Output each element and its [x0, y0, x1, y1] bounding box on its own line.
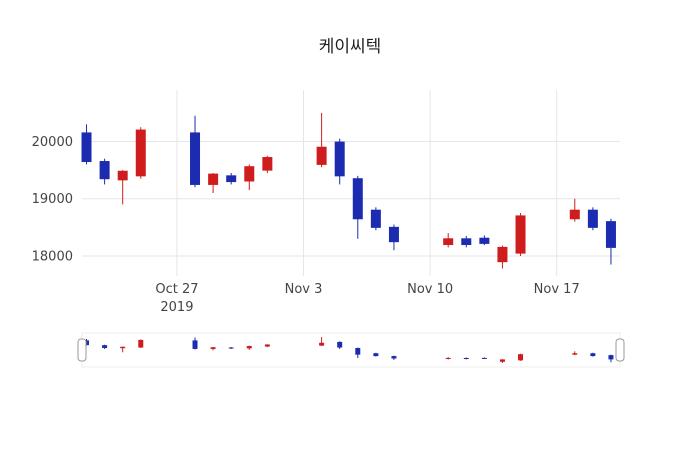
- candle-body: [262, 157, 273, 171]
- mini-candle-body: [319, 342, 325, 346]
- candle-body: [208, 173, 219, 185]
- mini-candle-body: [355, 348, 361, 355]
- candle-body: [316, 146, 327, 165]
- range-slider-handle-right[interactable]: [615, 338, 625, 362]
- candle-body: [388, 226, 399, 243]
- candle-body: [587, 209, 598, 228]
- mini-candle-body: [210, 347, 216, 349]
- candle-body: [190, 132, 201, 185]
- mini-candle-body: [373, 353, 379, 357]
- candle-body: [352, 178, 363, 220]
- y-tick-label: 18000: [32, 249, 73, 264]
- mini-candle-body: [337, 341, 343, 348]
- mini-candle-body: [499, 359, 505, 362]
- x-tick-label: Nov 3: [285, 282, 323, 297]
- y-tick-label: 20000: [32, 135, 73, 150]
- mini-candle-body: [445, 357, 451, 359]
- candle-body: [117, 170, 128, 181]
- x-tick-sublabel: 2019: [160, 300, 193, 315]
- mini-candle-body: [481, 357, 487, 359]
- candle-body: [81, 132, 92, 163]
- mini-candle-body: [84, 340, 90, 346]
- mini-candle-body: [138, 339, 144, 348]
- x-tick-label: Nov 17: [534, 282, 580, 297]
- y-tick-label: 19000: [32, 192, 73, 207]
- candle-body: [135, 129, 146, 177]
- candle-body: [605, 221, 616, 248]
- candle-body: [515, 215, 526, 254]
- x-tick-label: Nov 10: [407, 282, 453, 297]
- mini-candle-body: [518, 354, 524, 361]
- candle-body: [497, 246, 508, 263]
- candle-body: [569, 209, 580, 220]
- candle-body: [479, 237, 490, 244]
- candle-body: [461, 238, 472, 246]
- mini-candle-body: [391, 356, 397, 359]
- mini-candle-body: [228, 347, 234, 349]
- candle-body: [99, 161, 110, 180]
- candle-body: [226, 175, 237, 183]
- mini-candle-body: [192, 340, 198, 349]
- mini-candle-body: [590, 353, 596, 357]
- candle-body: [370, 209, 381, 228]
- candle-body: [334, 141, 345, 177]
- candle-body: [443, 238, 454, 246]
- mini-candle-body: [608, 355, 614, 360]
- mini-candle-body: [572, 353, 578, 355]
- mini-candle-body: [120, 346, 126, 349]
- range-slider-track[interactable]: [81, 332, 621, 368]
- range-slider-handle-left[interactable]: [77, 338, 87, 362]
- candle-body: [244, 166, 255, 182]
- mini-candle-body: [264, 344, 270, 347]
- mini-candle-body: [246, 346, 252, 349]
- mini-candle-body: [463, 357, 469, 359]
- mini-candle-body: [102, 345, 108, 349]
- chart-title: 케이씨텍: [318, 37, 382, 57]
- x-tick-label: Oct 27: [155, 282, 198, 297]
